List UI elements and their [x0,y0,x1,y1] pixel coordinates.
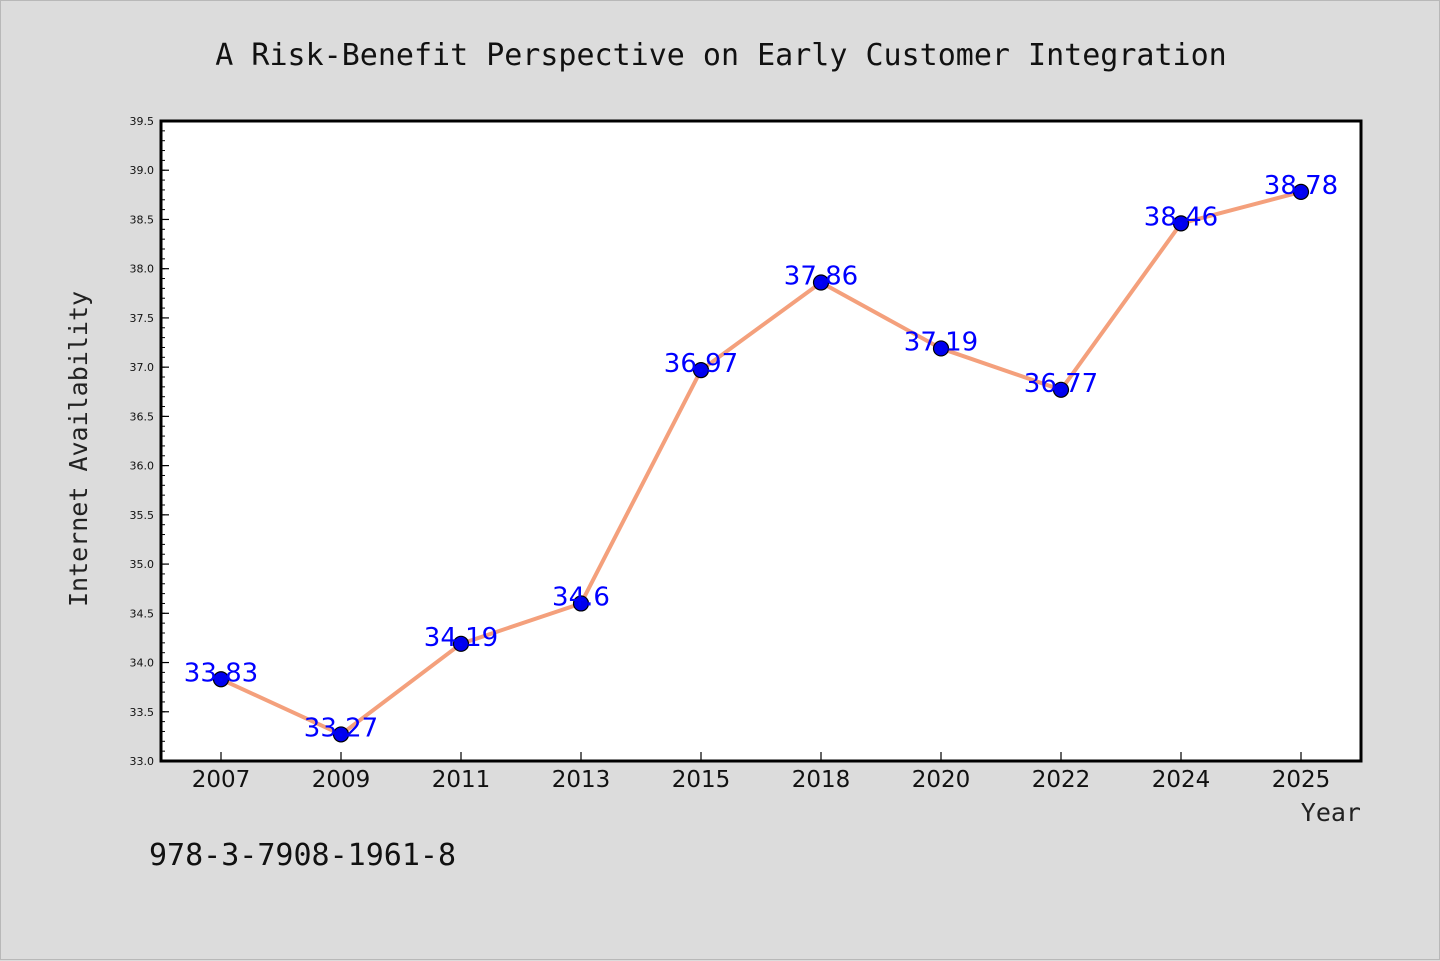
x-axis: 2007 2009 2011 2013 2015 2018 2020 2022 2024 2025 [192,752,1331,793]
plot-area [159,119,1363,763]
x-tick-label: 2020 [912,767,971,793]
y-tick-label: 38.0 [130,263,155,276]
data-point [1172,215,1190,232]
x-tick-label: 2025 [1272,767,1331,793]
x-tick-label: 2024 [1152,767,1211,793]
x-tick-label: 2009 [312,767,371,793]
data-label: 34.6 [552,582,610,612]
data-point [572,595,590,612]
y-tick-label: 34.5 [130,607,155,620]
y-axis: 33.0 33.5 34.0 34.5 35.0 35.5 36.0 36.5 37.0 37.5… [130,115,169,768]
data-label: 36.77 [1024,369,1098,399]
y-tick-label: 35.0 [130,558,155,571]
y-tick-label: 37.0 [130,361,155,374]
y-tick-label: 36.5 [130,410,155,423]
x-tick-label: 2018 [792,767,851,793]
data-label: 36.97 [664,349,738,379]
y-tick-label: 38.5 [130,213,155,226]
series-internet-availability: 33.83 33.27 34.19 34.6 36.97 37.86 37.19 36.77 3… [184,171,1338,744]
x-tick-label: 2015 [672,767,731,793]
data-label: 33.27 [304,713,378,743]
y-tick-label: 39.0 [130,164,155,177]
x-tick-label: 2013 [552,767,611,793]
data-point [332,726,350,743]
x-axis-label: Year [1301,798,1361,827]
data-label: 38.46 [1144,202,1218,232]
y-tick-label: 35.5 [130,509,155,522]
data-point [452,635,470,652]
data-point [1292,183,1310,200]
data-point [692,362,710,379]
x-tick-label: 2011 [432,767,491,793]
y-tick-label: 34.0 [130,657,155,670]
y-tick-label: 37.5 [130,312,155,325]
y-tick-label: 33.0 [130,755,155,768]
y-axis-label: Internet Availability [64,291,93,607]
data-label: 34.19 [424,623,498,653]
x-tick-label: 2007 [192,767,251,793]
data-label: 37.19 [904,327,978,357]
y-tick-label: 39.5 [130,115,155,128]
x-tick-label: 2022 [1032,767,1091,793]
data-point [212,671,230,688]
data-point [812,274,830,291]
series-line [219,189,1303,737]
y-tick-label: 33.5 [130,706,155,719]
data-label: 38.78 [1264,171,1338,201]
data-label: 33.83 [184,658,258,688]
data-point [932,340,950,357]
data-point [1052,381,1070,398]
isbn-text: 978-3-7908-1961-8 [149,838,456,873]
data-label: 37.86 [784,261,858,291]
y-tick-label: 36.0 [130,460,155,473]
chart-title: A Risk-Benefit Perspective on Early Cust… [215,38,1226,73]
